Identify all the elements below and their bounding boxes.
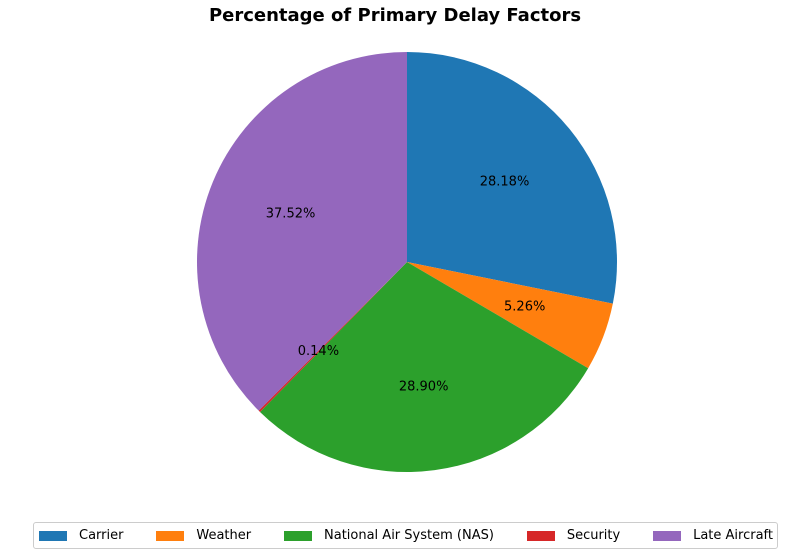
- pie-slice-weather: [407, 262, 613, 369]
- legend-label: Weather: [196, 528, 252, 543]
- legend-swatch: [284, 530, 312, 541]
- legend-label: Carrier: [79, 528, 124, 543]
- legend-item-national-air-system-nas: National Air System (NAS): [284, 528, 494, 543]
- legend-item-security: Security: [526, 528, 621, 543]
- slice-label-national-air-system-nas: 28.90%: [399, 379, 449, 394]
- legend-label: Late Aircraft: [693, 528, 773, 543]
- legend-swatch: [39, 530, 67, 541]
- legend: Carrier Weather National Air System (NAS) S…: [33, 522, 778, 549]
- legend-label: Security: [566, 528, 621, 543]
- legend-swatch: [653, 530, 682, 541]
- legend-item-carrier: Carrier: [39, 528, 123, 543]
- pie-slice-carrier: [407, 52, 618, 304]
- slice-label-weather: 5.26%: [504, 299, 545, 314]
- legend-label: National Air System (NAS): [324, 528, 494, 543]
- pie-slice-late-aircraft: [197, 52, 407, 411]
- slice-label-security: 0.14%: [298, 344, 339, 359]
- slice-label-late-aircraft: 37.52%: [266, 206, 316, 221]
- legend-item-late-aircraft: Late Aircraft: [653, 528, 773, 543]
- legend-swatch: [526, 530, 555, 541]
- legend-item-weather: Weather: [156, 528, 251, 543]
- legend-swatch: [156, 530, 185, 541]
- chart-title: Percentage of Primary Delay Factors: [208, 5, 582, 26]
- pie-slice-security: [258, 262, 407, 412]
- slice-label-carrier: 28.18%: [480, 175, 530, 190]
- pie-slice-national-air-system-nas: [260, 262, 589, 472]
